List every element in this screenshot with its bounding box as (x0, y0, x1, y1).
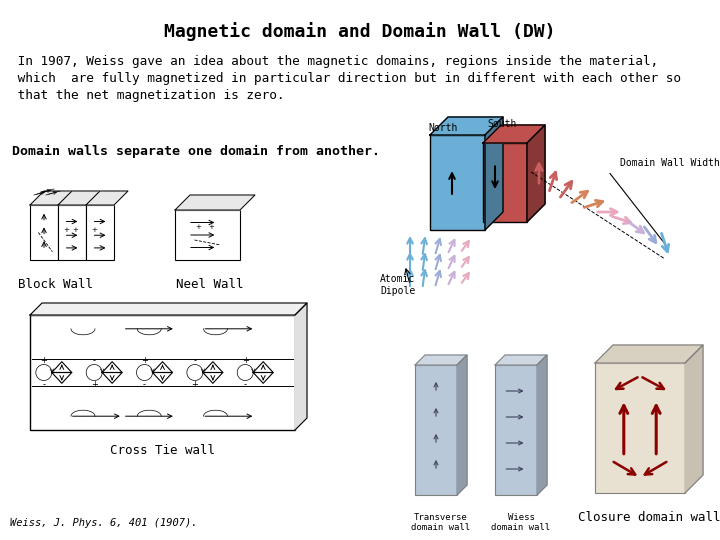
Text: Block Wall: Block Wall (17, 278, 92, 291)
Text: +: + (141, 356, 148, 365)
Bar (483, 143, 527, 222)
Text: Weiss, J. Phys. 6, 401 (1907).: Weiss, J. Phys. 6, 401 (1907). (10, 518, 197, 528)
Bar (415, 365, 457, 495)
Bar (30, 205, 58, 260)
Polygon shape (495, 355, 547, 365)
Polygon shape (295, 303, 307, 430)
Polygon shape (30, 303, 307, 315)
Text: -: - (194, 356, 197, 365)
Text: +: + (63, 227, 69, 233)
Text: -: - (143, 380, 146, 389)
Text: Domain Wall Width: Domain Wall Width (620, 159, 720, 168)
Text: Closure domain wall: Closure domain wall (577, 511, 720, 524)
Text: Neel Wall: Neel Wall (176, 278, 244, 291)
Bar (430, 135, 485, 230)
Text: -: - (42, 380, 45, 389)
Polygon shape (457, 355, 467, 495)
Bar (58, 205, 86, 260)
Text: +: + (195, 224, 201, 230)
Text: In 1907, Weiss gave an idea about the magnetic domains, regions inside the mater: In 1907, Weiss gave an idea about the ma… (10, 55, 658, 68)
Text: North: North (428, 123, 457, 133)
Text: Magnetic domain and Domain Wall (DW): Magnetic domain and Domain Wall (DW) (164, 22, 556, 41)
Text: -: - (243, 380, 247, 389)
Text: +: + (91, 380, 98, 389)
Text: Transverse
domain wall: Transverse domain wall (411, 513, 471, 532)
Polygon shape (415, 355, 467, 365)
Text: Cross Tie wall: Cross Tie wall (110, 444, 215, 457)
Text: +: + (72, 227, 78, 233)
Polygon shape (537, 355, 547, 495)
Polygon shape (86, 191, 128, 205)
Bar (175, 210, 240, 260)
Bar (595, 363, 685, 493)
Text: which  are fully magnetized in particular direction but in different with each o: which are fully magnetized in particular… (10, 72, 681, 85)
Polygon shape (58, 191, 100, 205)
Text: Wiess
domain wall: Wiess domain wall (492, 513, 551, 532)
Polygon shape (483, 125, 545, 143)
Text: Domain walls separate one domain from another.: Domain walls separate one domain from an… (12, 145, 380, 158)
Text: that the net magnetization is zero.: that the net magnetization is zero. (10, 89, 284, 102)
Bar (86, 205, 114, 260)
Text: Atomic
Dipole: Atomic Dipole (380, 274, 415, 296)
Text: South: South (487, 119, 516, 129)
Text: +: + (208, 224, 214, 230)
Polygon shape (527, 125, 545, 222)
Polygon shape (430, 117, 503, 135)
Text: +: + (192, 380, 198, 389)
Polygon shape (685, 345, 703, 493)
Text: +: + (40, 356, 48, 365)
Bar (30, 315, 295, 430)
Text: +: + (91, 227, 97, 233)
Polygon shape (485, 117, 503, 230)
Text: +: + (242, 356, 248, 365)
Bar (495, 365, 537, 495)
Polygon shape (175, 195, 255, 210)
Text: -: - (93, 356, 96, 365)
Polygon shape (595, 345, 703, 363)
Polygon shape (30, 191, 72, 205)
